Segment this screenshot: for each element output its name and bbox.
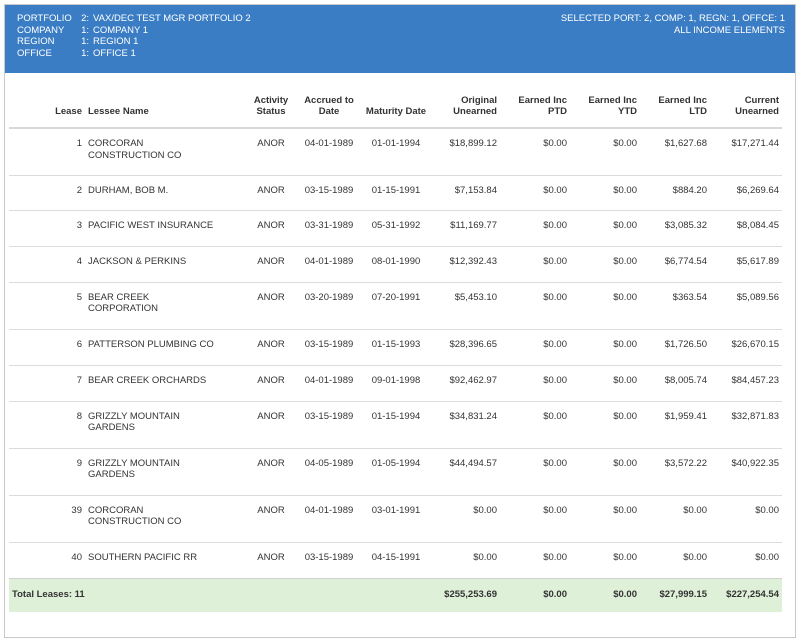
table-row[interactable]: 3 PACIFIC WEST INSURANCE ANOR 03-31-1989… (9, 209, 782, 246)
col-original-unearned[interactable]: Original Unearned (431, 88, 500, 129)
table-row[interactable]: 7 BEAR CREEK ORCHARDS ANOR 04-01-1989 09… (9, 364, 782, 401)
totals-row: Total Leases: 11 $255,253.69 $0.00 $0.00… (9, 577, 782, 612)
table-row[interactable]: 39 CORCORAN CONSTRUCTION CO ANOR 04-01-19… (9, 494, 782, 542)
col-current-unearned[interactable]: Current Unearned (710, 88, 782, 129)
total-original-unearned: $255,253.69 (431, 577, 500, 612)
portfolio-line: PORTFOLIO 2: VAX/DEC TEST MGR PORTFOLIO … (17, 13, 251, 24)
total-earned-ltd: $27,999.15 (640, 577, 710, 612)
income-scope-text: ALL INCOME ELEMENTS (673, 24, 785, 36)
col-earned-ytd[interactable]: Earned Inc YTD (570, 88, 640, 129)
col-earned-ptd[interactable]: Earned Inc PTD (500, 88, 570, 129)
company-name: COMPANY 1 (93, 24, 149, 36)
total-earned-ptd: $0.00 (500, 577, 570, 612)
region-line: REGION 1: REGION 1 (17, 36, 139, 47)
office-name: OFFICE 1 (93, 47, 136, 59)
selection-info: PORTFOLIO 2: VAX/DEC TEST MGR PORTFOLIO … (17, 13, 251, 59)
col-lessee-name[interactable]: Lessee Name (85, 88, 245, 129)
selected-port-text: SELECTED PORT: 2, COMP: 1, REGN: 1, OFFC… (560, 13, 785, 24)
total-current-unearned: $227,254.54 (710, 577, 782, 612)
report-header: PORTFOLIO 2: VAX/DEC TEST MGR PORTFOLIO … (5, 5, 795, 73)
col-lease[interactable]: Lease (9, 88, 85, 129)
table-row[interactable]: 6 PATTERSON PLUMBING CO ANOR 03-15-1989 … (9, 328, 782, 365)
portfolio-name: VAX/DEC TEST MGR PORTFOLIO 2 (93, 13, 251, 24)
table-row[interactable]: 2 DURHAM, BOB M. ANOR 03-15-1989 01-15-1… (9, 174, 782, 210)
table-row[interactable]: 9 GRIZZLY MOUNTAIN GARDENS ANOR 04-05-198… (9, 447, 782, 495)
region-name: REGION 1 (93, 36, 139, 47)
table-row[interactable]: 4 JACKSON & PERKINS ANOR 04-01-1989 08-0… (9, 245, 782, 282)
col-activity-status[interactable]: Activity Status (245, 88, 297, 129)
office-line: OFFICE 1: OFFICE 1 (17, 47, 136, 59)
table-row[interactable]: 1 CORCORAN CONSTRUCTION CO ANOR 04-01-198… (9, 127, 782, 175)
total-leases-label: Total Leases: 11 (9, 577, 431, 612)
table-row[interactable]: 8 GRIZZLY MOUNTAIN GARDENS ANOR 03-15-198… (9, 400, 782, 448)
table-header-row: Lease Lessee Name Activity Status Accrued… (9, 88, 782, 129)
table-row[interactable]: 5 BEAR CREEK CORPORATION ANOR 03-20-1989 … (9, 281, 782, 329)
table-row[interactable]: 40 SOUTHERN PACIFIC RR ANOR 03-15-1989 0… (9, 541, 782, 578)
total-earned-ytd: $0.00 (570, 577, 640, 612)
col-maturity-date[interactable]: Maturity Date (361, 88, 431, 129)
company-line: COMPANY 1: COMPANY 1 (17, 24, 149, 36)
col-accrued-to-date[interactable]: Accrued to Date (297, 88, 361, 129)
col-earned-ltd[interactable]: Earned Inc LTD (640, 88, 710, 129)
income-table: Lease Lessee Name Activity Status Accrued… (9, 88, 782, 612)
selection-summary: SELECTED PORT: 2, COMP: 1, REGN: 1, OFFC… (561, 13, 785, 36)
